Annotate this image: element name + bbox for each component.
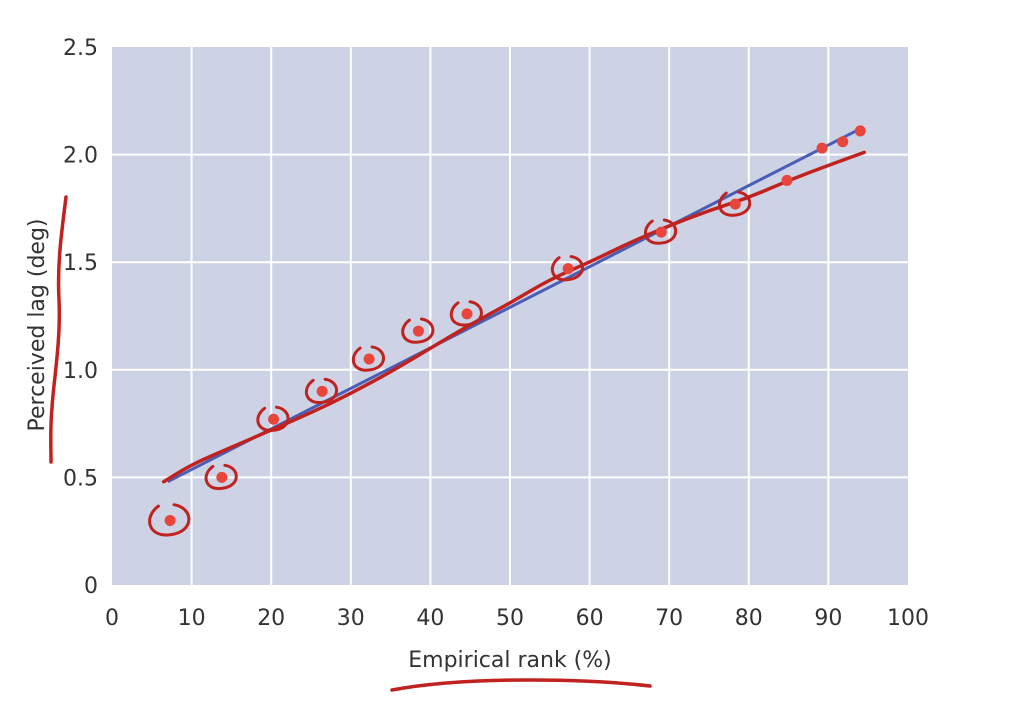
y-tick-label: 2.5 <box>63 36 98 61</box>
circle-annotation <box>449 300 483 327</box>
hand-drawn-curve <box>161 150 866 484</box>
x-tick-label: 60 <box>576 606 604 631</box>
circle-annotation <box>148 503 191 537</box>
x-tick-label: 30 <box>337 606 365 631</box>
x-tick-label: 70 <box>655 606 683 631</box>
y-tick-label: 1.0 <box>63 359 98 384</box>
hand-drawn-circles <box>148 190 752 537</box>
y-tick-labels: 0 0.5 1.0 1.5 2.0 2.5 <box>63 36 98 599</box>
data-point <box>316 385 328 397</box>
data-point <box>412 325 424 337</box>
y-axis-label: Perceived lag (deg) <box>25 218 50 431</box>
x-tick-label: 40 <box>416 606 444 631</box>
ylabel-bracket-annotation <box>49 195 68 464</box>
circle-annotation <box>351 345 386 372</box>
x-tick-label: 20 <box>257 606 285 631</box>
x-tick-labels: 0 10 20 30 40 50 60 70 80 90 100 <box>105 606 929 631</box>
fit-line <box>167 127 861 484</box>
circle-annotation <box>643 218 678 245</box>
hand-curve-path <box>161 150 866 484</box>
data-point <box>164 514 176 526</box>
x-tick-label: 80 <box>735 606 763 631</box>
data-point <box>562 263 574 275</box>
x-tick-label: 50 <box>496 606 524 631</box>
data-point <box>816 142 828 154</box>
circle-annotation <box>304 377 339 404</box>
x-tick-label: 90 <box>814 606 842 631</box>
data-point <box>729 198 741 210</box>
y-tick-label: 0 <box>84 574 98 599</box>
data-point <box>363 353 375 365</box>
regression-line <box>167 127 861 484</box>
data-point <box>461 308 473 320</box>
circle-annotation <box>204 463 238 490</box>
data-point <box>216 471 228 483</box>
x-tick-label: 10 <box>178 606 206 631</box>
x-tick-label: 100 <box>887 606 929 631</box>
x-axis-label: Empirical rank (%) <box>408 648 612 673</box>
data-point <box>837 136 849 148</box>
x-tick-label: 0 <box>105 606 119 631</box>
circle-annotation <box>550 255 585 282</box>
data-point <box>781 174 793 186</box>
data-point <box>268 413 280 425</box>
y-tick-label: 1.5 <box>63 251 98 276</box>
data-point <box>655 226 667 238</box>
circle-annotation <box>256 405 290 432</box>
circle-annotation <box>718 190 752 217</box>
grid-lines <box>112 47 908 585</box>
data-point <box>854 125 866 137</box>
y-tick-label: 2.0 <box>63 144 98 169</box>
circle-annotation <box>401 317 435 344</box>
y-tick-label: 0.5 <box>63 466 98 491</box>
data-points <box>164 125 866 526</box>
xlabel-underline-annotation <box>390 678 652 692</box>
